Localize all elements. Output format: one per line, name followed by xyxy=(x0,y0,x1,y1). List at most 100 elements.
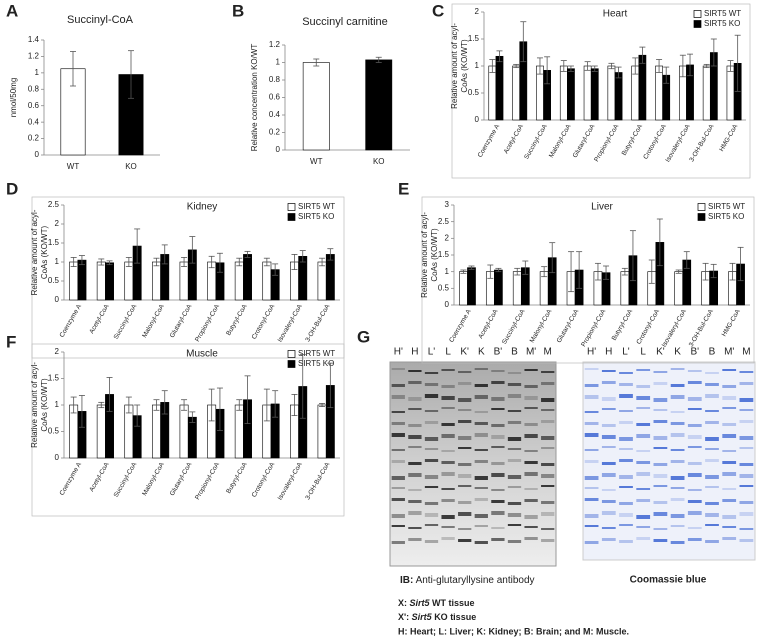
error-bar xyxy=(702,262,709,281)
x-tick-label: Propionyl-CoA xyxy=(580,308,607,348)
error-bar xyxy=(560,60,567,72)
y-tick-label: 2 xyxy=(55,219,60,228)
band xyxy=(474,541,488,544)
band xyxy=(408,408,422,410)
x-tick-label: Crotonyl-CoA xyxy=(251,303,277,341)
band xyxy=(424,475,439,479)
band xyxy=(739,447,754,449)
bar xyxy=(187,416,197,459)
error-bar xyxy=(313,58,320,67)
lane-label: M xyxy=(544,347,552,358)
x-tick-label: HMG-CoA xyxy=(718,123,739,153)
band xyxy=(441,385,455,388)
x-tick-label: Butyryl-CoA xyxy=(225,461,249,495)
y-tick-label: 0.8 xyxy=(269,75,281,84)
band xyxy=(636,396,651,400)
band xyxy=(507,459,522,462)
band xyxy=(619,540,633,543)
error-bar xyxy=(460,269,467,274)
band xyxy=(705,410,719,412)
band xyxy=(458,398,472,402)
bar xyxy=(614,72,623,121)
x-tick-label: Glutaryl-CoA xyxy=(572,123,597,159)
band xyxy=(722,396,737,400)
y-tick-label: 1.5 xyxy=(48,238,60,247)
y-tick-label: 0.4 xyxy=(269,110,281,119)
band xyxy=(441,407,455,409)
error-bar xyxy=(536,57,543,75)
y-tick-label: 2 xyxy=(445,233,450,242)
band xyxy=(619,524,633,526)
band xyxy=(507,394,522,398)
band xyxy=(722,385,737,388)
y-tick-label: 1.2 xyxy=(28,52,40,61)
x-tick-label: Isovaleryl-CoA xyxy=(277,461,305,502)
band xyxy=(584,395,599,399)
band xyxy=(653,382,668,385)
band xyxy=(601,473,616,477)
error-bar xyxy=(544,56,551,85)
band xyxy=(541,409,555,411)
bar xyxy=(674,271,684,306)
band xyxy=(636,369,651,371)
x-tick-label: Propionyl-CoA xyxy=(194,461,221,501)
band xyxy=(601,424,616,427)
band xyxy=(739,420,754,423)
band xyxy=(391,433,405,437)
band xyxy=(722,461,737,464)
band xyxy=(524,472,538,476)
band xyxy=(739,485,754,487)
band xyxy=(424,394,439,398)
bar xyxy=(726,65,735,121)
band xyxy=(601,397,616,401)
y-axis-label: Relative amount of acyl-CoAs (KO/WT) xyxy=(30,209,49,295)
band xyxy=(687,408,702,410)
band xyxy=(391,487,405,489)
band xyxy=(541,463,555,466)
y-tick-label: 0.2 xyxy=(28,134,40,143)
lane-label: B xyxy=(511,347,518,358)
x-tick-label: Butyryl-CoA xyxy=(225,303,249,337)
band xyxy=(601,462,616,465)
lane-label: L' xyxy=(428,347,436,358)
bar xyxy=(317,404,327,459)
error-bar xyxy=(375,56,382,63)
band xyxy=(653,409,668,411)
error-bar xyxy=(727,60,734,72)
lane-label: K xyxy=(478,347,485,358)
key-italic: Sirt5 xyxy=(410,598,431,608)
legend-swatch xyxy=(697,203,706,211)
band xyxy=(507,513,522,517)
x-tick-label: Butyryl-CoA xyxy=(621,123,645,157)
error-bar xyxy=(70,51,76,87)
y-label-line: Relative amount of acyl- xyxy=(30,362,39,448)
band xyxy=(524,450,538,452)
lane-label: L xyxy=(445,347,451,358)
band xyxy=(424,513,439,517)
band xyxy=(739,501,754,504)
panel-letter: B xyxy=(232,1,244,20)
x-tick-label: Acetyl-CoA xyxy=(503,123,526,155)
x-tick-label: Isovaleryl-CoA xyxy=(661,308,689,349)
panel-letter: D xyxy=(6,179,18,198)
error-bar xyxy=(208,388,215,422)
band xyxy=(705,448,719,450)
bar xyxy=(467,267,476,306)
band xyxy=(391,384,405,387)
band xyxy=(408,381,422,384)
band xyxy=(507,383,522,386)
y-label-line: CoAs (KO/WT) xyxy=(40,378,49,432)
band xyxy=(619,486,633,488)
band xyxy=(408,370,422,372)
band xyxy=(705,421,719,424)
error-bar xyxy=(98,401,105,409)
bar xyxy=(234,261,244,301)
legend-swatch xyxy=(693,10,702,18)
y-axis-label: nmol/50mg xyxy=(9,78,18,118)
band xyxy=(705,394,719,398)
bar xyxy=(620,271,630,306)
band xyxy=(722,537,737,540)
chart-title: Kidney xyxy=(187,202,218,213)
band xyxy=(458,512,472,516)
